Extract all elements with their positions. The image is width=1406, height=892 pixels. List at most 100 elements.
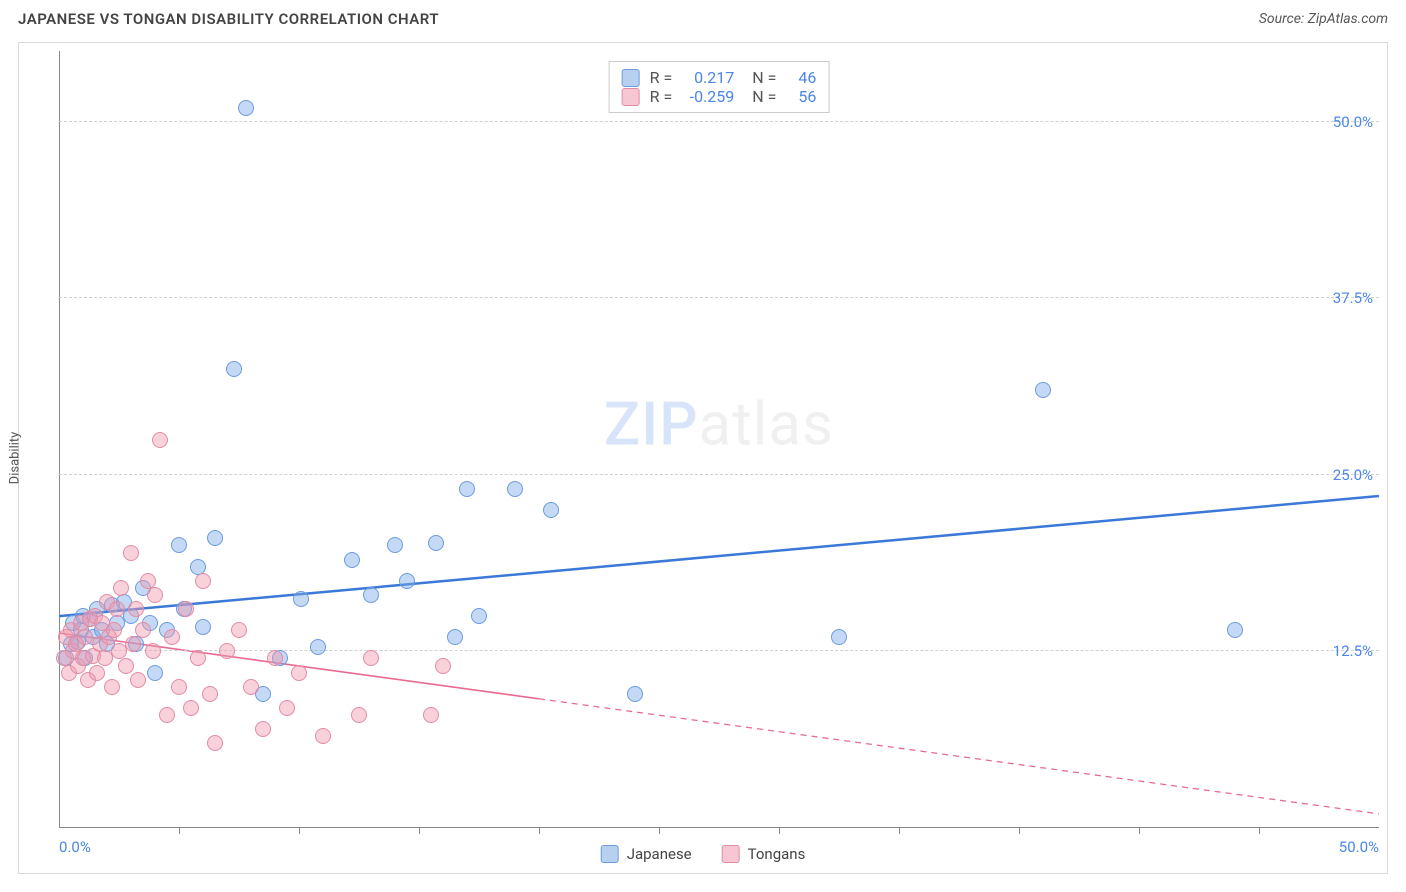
swatch-tongans [622,88,640,106]
scatter-point [1035,382,1051,398]
scatter-point [106,622,122,638]
y-tick-label: 12.5% [1333,642,1373,660]
scatter-point [243,679,259,695]
trend-lines [59,51,1379,828]
scatter-point [399,573,415,589]
r-label: R = [650,87,673,106]
scatter-point [147,587,163,603]
scatter-point [344,552,360,568]
scatter-point [226,361,242,377]
watermark: ZIPatlas [604,388,834,459]
scatter-point [363,650,379,666]
legend-item-tongans: Tongans [722,845,806,863]
y-tick-label: 37.5% [1333,289,1373,307]
scatter-point [171,537,187,553]
scatter-point [507,481,523,497]
legend-row-tongans: R = -0.259 N = 56 [622,87,817,106]
scatter-point [128,601,144,617]
n-value-japanese: 46 [786,68,816,87]
scatter-point [171,679,187,695]
scatter-point [255,721,271,737]
x-tick [539,828,540,834]
r-value-tongans: -0.259 [682,87,734,106]
scatter-point [387,537,403,553]
scatter-point [231,622,247,638]
scatter-point [113,580,129,596]
x-tick [1139,828,1140,834]
scatter-point [104,679,120,695]
x-max-label: 50.0% [1339,838,1379,856]
chart-title: JAPANESE VS TONGAN DISABILITY CORRELATIO… [18,10,439,28]
scatter-point [183,700,199,716]
swatch-japanese [622,69,640,87]
n-value-tongans: 56 [786,87,816,106]
scatter-point [279,700,295,716]
scatter-point [831,629,847,645]
scatter-point [1227,622,1243,638]
scatter-point [195,573,211,589]
scatter-point [627,686,643,702]
x-tick [299,828,300,834]
y-axis-label: Disability [8,432,23,485]
scatter-point [109,601,125,617]
scatter-point [293,591,309,607]
scatter-point [310,639,326,655]
y-axis-line [59,51,60,828]
x-tick [419,828,420,834]
scatter-point [152,432,168,448]
x-tick [1259,828,1260,834]
source-attribution: Source: ZipAtlas.com [1259,11,1388,27]
grid-line [59,297,1379,298]
grid-line [59,121,1379,122]
scatter-point [267,650,283,666]
scatter-point [164,629,180,645]
scatter-point [89,665,105,681]
scatter-point [178,601,194,617]
swatch-tongans [722,845,740,863]
r-value-japanese: 0.217 [682,68,734,87]
scatter-point [118,658,134,674]
scatter-point [147,665,163,681]
grid-line [59,650,1379,651]
y-tick-label: 25.0% [1333,466,1373,484]
n-label: N = [744,87,776,106]
scatter-point [543,502,559,518]
series-legend: Japanese Tongans [601,845,806,863]
scatter-point [428,535,444,551]
scatter-point [423,707,439,723]
scatter-point [159,707,175,723]
scatter-point [190,650,206,666]
plot-area: ZIPatlas R = 0.217 N = 46 R = -0.259 N =… [59,51,1379,828]
n-label: N = [744,68,776,87]
scatter-point [207,735,223,751]
scatter-point [123,545,139,561]
scatter-point [202,686,218,702]
x-tick [899,828,900,834]
legend-label-japanese: Japanese [627,845,692,863]
scatter-point [363,587,379,603]
scatter-point [471,608,487,624]
scatter-point [207,530,223,546]
x-tick [659,828,660,834]
scatter-point [447,629,463,645]
x-tick [779,828,780,834]
scatter-point [315,728,331,744]
scatter-point [435,658,451,674]
y-tick-label: 50.0% [1333,113,1373,131]
scatter-point [459,481,475,497]
r-label: R = [650,68,673,87]
scatter-point [219,643,235,659]
legend-item-japanese: Japanese [601,845,692,863]
scatter-point [291,665,307,681]
scatter-point [125,636,141,652]
scatter-point [351,707,367,723]
scatter-point [195,619,211,635]
grid-line [59,474,1379,475]
legend-row-japanese: R = 0.217 N = 46 [622,68,817,87]
scatter-point [238,100,254,116]
x-min-label: 0.0% [59,838,91,856]
x-tick [179,828,180,834]
x-tick [1019,828,1020,834]
swatch-japanese [601,845,619,863]
scatter-point [145,643,161,659]
